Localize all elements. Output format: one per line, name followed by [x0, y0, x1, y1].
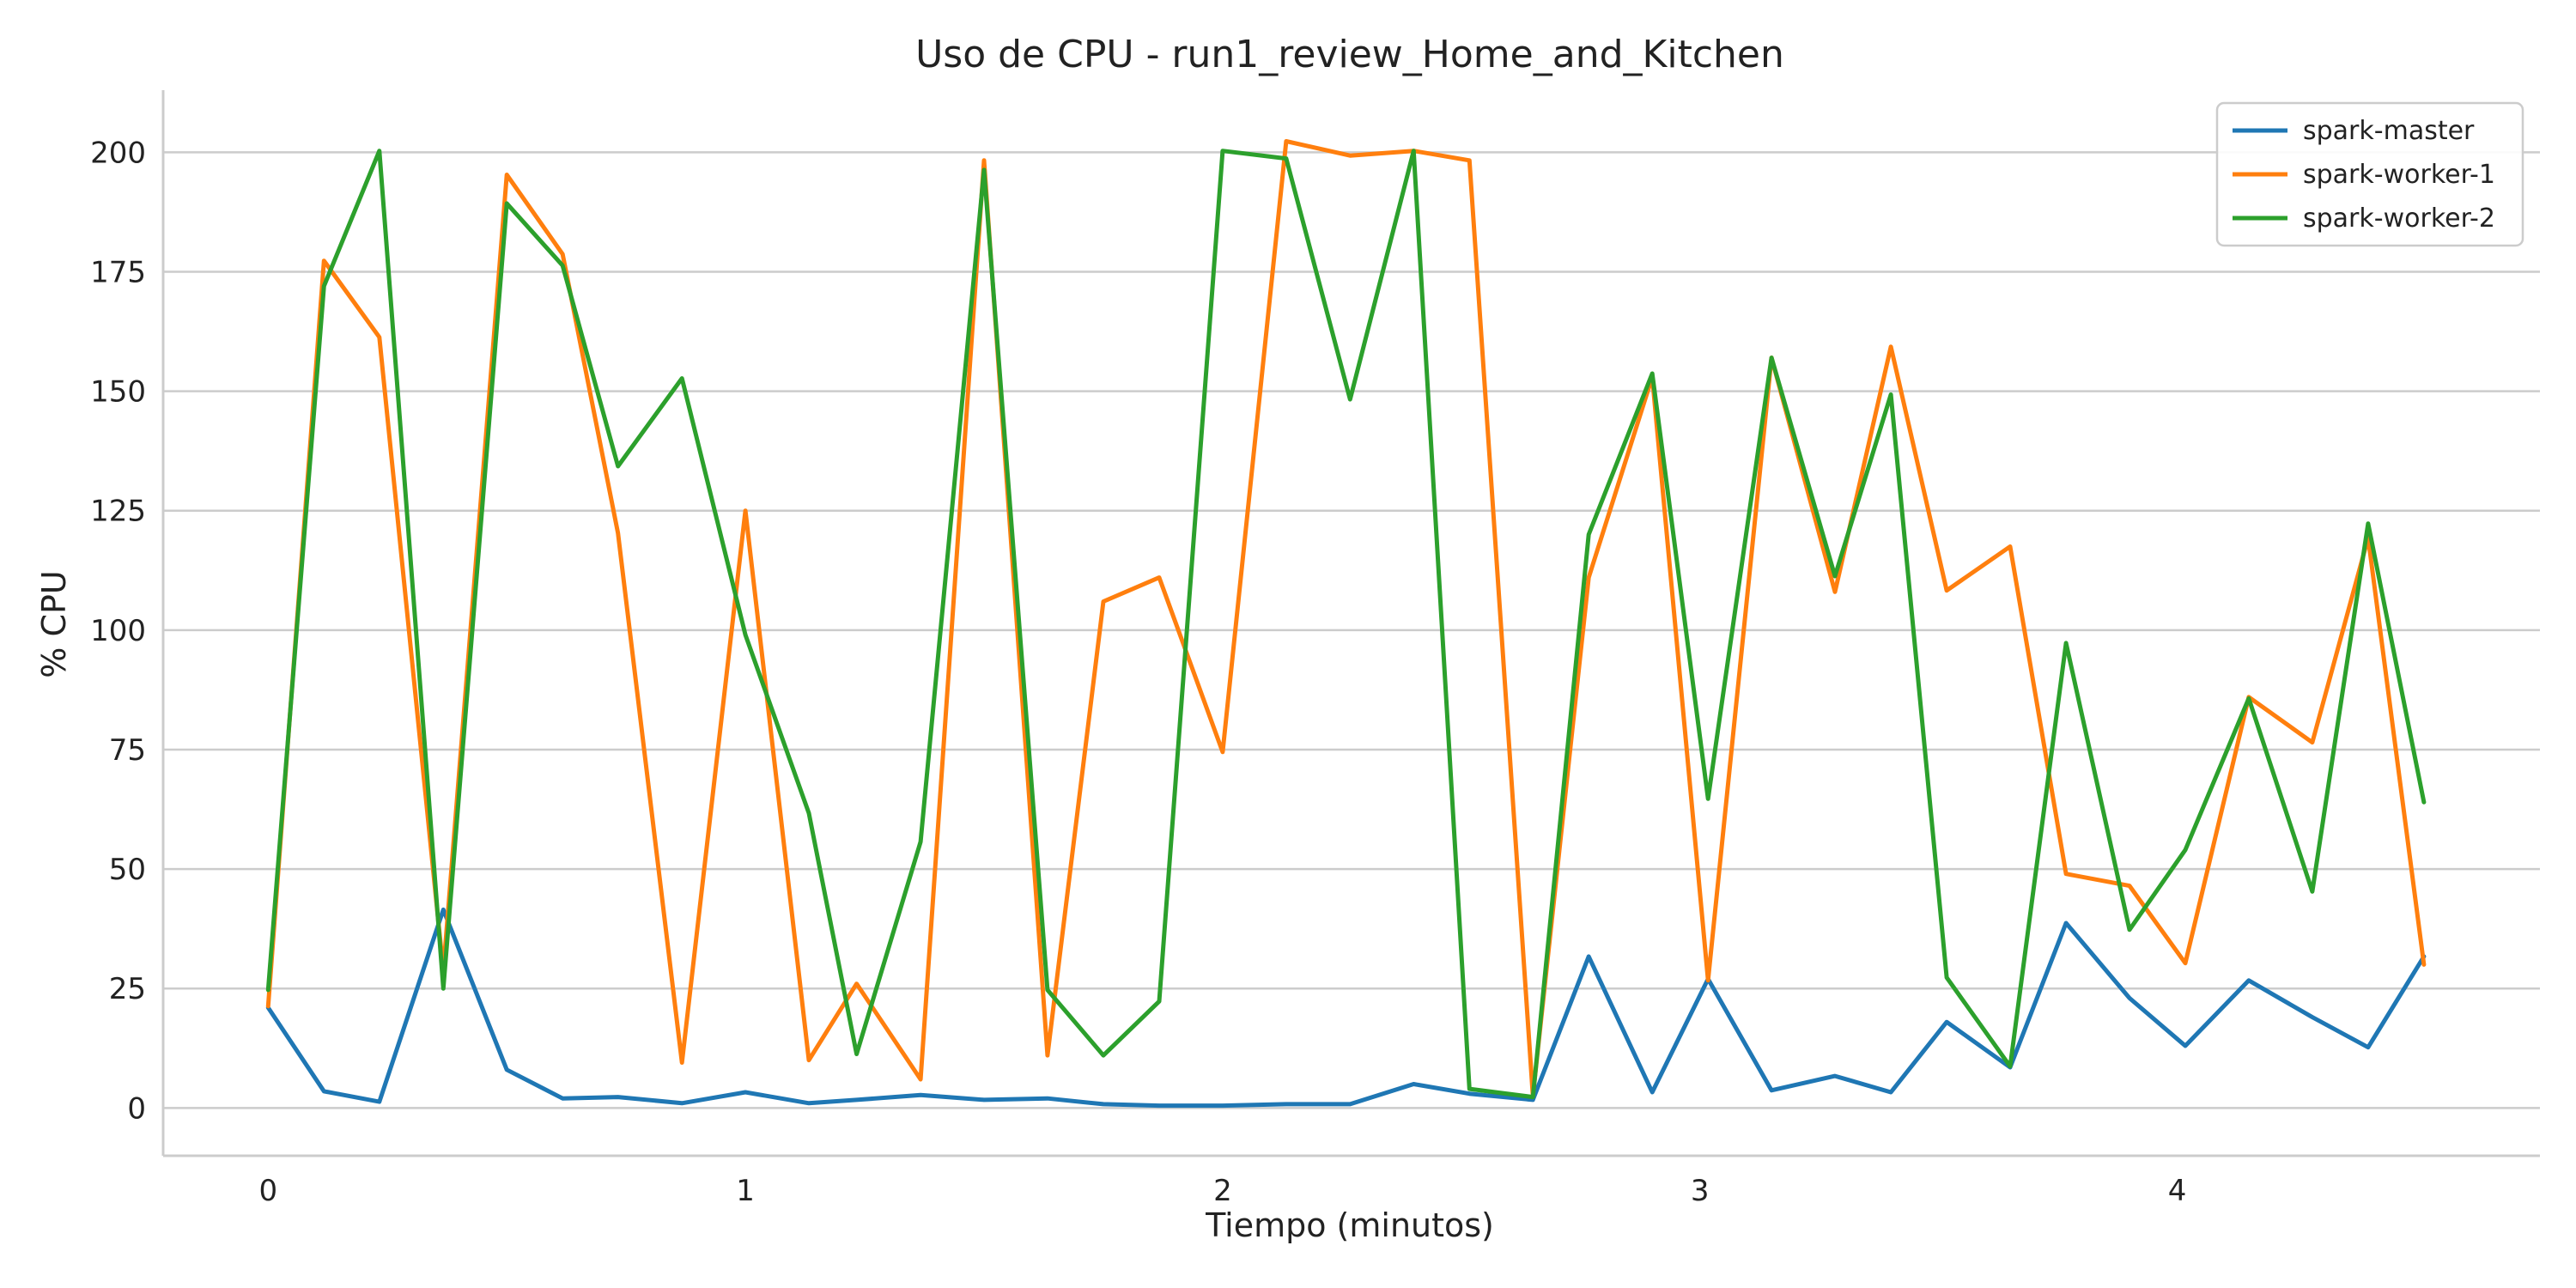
y-axis-label: % CPU — [35, 570, 73, 677]
series-line-spark-master — [265, 907, 2427, 1109]
y-tick-label: 125 — [90, 495, 146, 529]
legend: spark-master spark-worker-1 spark-worker-2 — [2215, 101, 2524, 247]
y-tick-labels: 0 25 50 75 100 125 150 175 200 — [90, 136, 146, 1126]
legend-box — [2215, 101, 2524, 247]
x-tick-labels: 0 1 2 3 4 — [258, 1174, 2186, 1208]
y-tick-label: 175 — [90, 255, 146, 289]
y-tick-label: 75 — [109, 733, 146, 768]
legend-label-spark-worker-2: spark-worker-2 — [2303, 204, 2495, 234]
x-tick-label: 0 — [258, 1174, 277, 1208]
x-tick-label: 1 — [736, 1174, 755, 1208]
y-tick-label: 150 — [90, 375, 146, 410]
y-tick-label: 25 — [109, 972, 146, 1006]
x-tick-label: 2 — [1213, 1174, 1232, 1208]
legend-label-spark-worker-1: spark-worker-1 — [2303, 160, 2495, 190]
series-lines — [265, 139, 2427, 1109]
y-tick-label: 0 — [127, 1091, 146, 1126]
y-tick-label: 200 — [90, 136, 146, 170]
y-tick-label: 50 — [109, 853, 146, 887]
x-axis-label: Tiempo (minutos) — [1205, 1206, 1494, 1244]
x-tick-label: 3 — [1691, 1174, 1710, 1208]
chart-title: Uso de CPU - run1_review_Home_and_Kitche… — [915, 33, 1784, 76]
horizontal-gridlines — [163, 151, 2540, 1109]
series-line-spark-worker-1 — [265, 139, 2427, 1098]
series-line-spark-worker-2 — [265, 149, 2427, 1100]
legend-label-spark-master: spark-master — [2303, 116, 2475, 146]
y-tick-label: 100 — [90, 614, 146, 648]
x-tick-label: 4 — [2168, 1174, 2187, 1208]
